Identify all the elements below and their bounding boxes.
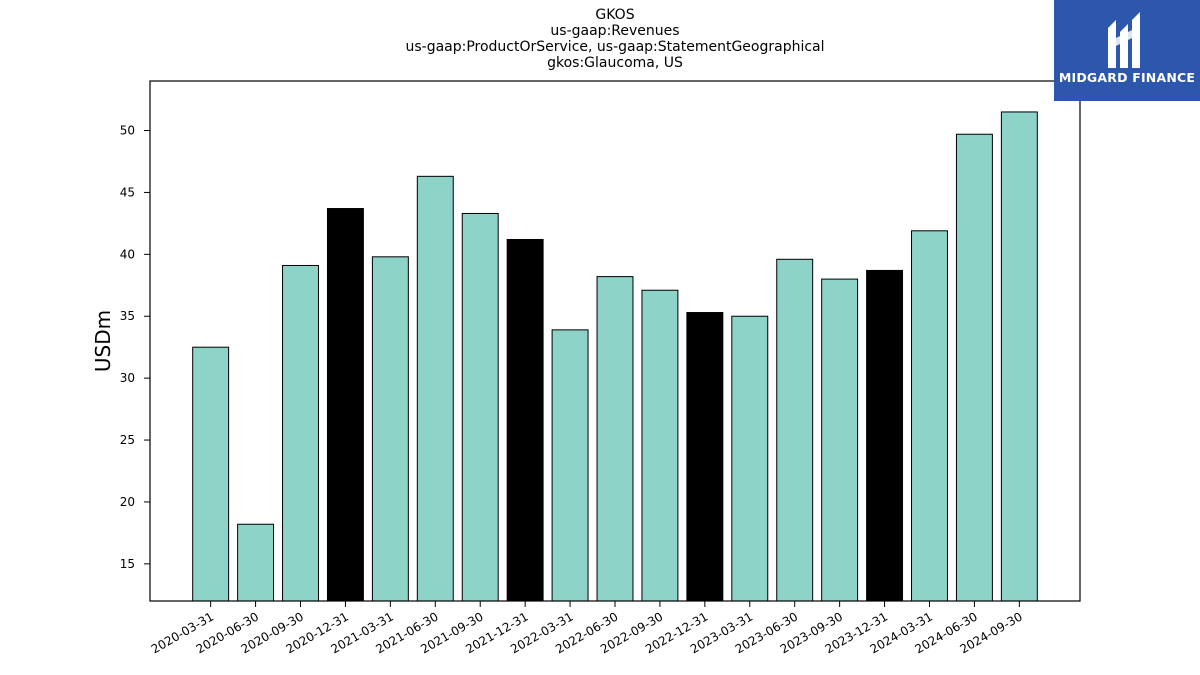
bar-2022-06-30 xyxy=(596,276,634,602)
bar-2021-03-31 xyxy=(371,256,409,602)
bar-2020-06-30 xyxy=(237,523,275,602)
y-axis-label: USDm xyxy=(91,310,115,372)
bar-2024-09-30 xyxy=(1000,111,1038,602)
x-axis: 2020-03-312020-06-302020-09-302020-12-31… xyxy=(149,601,1025,656)
title-line-ticker: GKOS xyxy=(595,7,635,23)
y-tick-label: 30 xyxy=(120,371,135,385)
bar-2023-03-31 xyxy=(731,315,769,602)
y-tick-label: 40 xyxy=(120,247,135,261)
y-tick-label: 20 xyxy=(120,495,135,509)
y-axis: 15 20 25 30 35 40 45 50 xyxy=(120,124,150,571)
midgard-finance-logo: MIDGARD FINANCE xyxy=(1054,0,1200,101)
bar-2024-03-31 xyxy=(911,230,948,602)
bar-2020-03-31 xyxy=(192,346,230,602)
bar-2021-09-30 xyxy=(461,212,499,602)
bar-2021-12-31 xyxy=(506,238,544,602)
bar-2023-06-30 xyxy=(776,258,814,602)
bar-2022-09-30 xyxy=(641,289,679,602)
y-tick-label: 25 xyxy=(120,433,135,447)
title-line-members: gkos:Glaucoma, US xyxy=(547,55,683,71)
title-line-metric: us-gaap:Revenues xyxy=(550,23,680,39)
bar-2023-09-30 xyxy=(821,278,859,602)
bar-2020-09-30 xyxy=(282,264,319,602)
bar-2021-06-30 xyxy=(416,175,454,602)
logo-text: MIDGARD FINANCE xyxy=(1058,70,1196,85)
bar-2022-03-31 xyxy=(551,329,589,602)
y-tick-label: 15 xyxy=(120,557,135,571)
y-tick-label: 35 xyxy=(120,309,135,323)
plot-frame xyxy=(149,80,1081,602)
logo-mark-icon xyxy=(1108,12,1140,68)
bar-2022-12-31 xyxy=(686,312,724,602)
y-tick-label: 50 xyxy=(120,124,135,138)
y-tick-label: 45 xyxy=(120,185,135,199)
bar-2023-12-31 xyxy=(866,269,904,602)
title-line-axes: us-gaap:ProductOrService, us-gaap:Statem… xyxy=(405,39,825,55)
bar-2024-06-30 xyxy=(955,133,993,602)
bar-2020-12-31 xyxy=(326,208,364,602)
bars-group xyxy=(192,111,1038,602)
